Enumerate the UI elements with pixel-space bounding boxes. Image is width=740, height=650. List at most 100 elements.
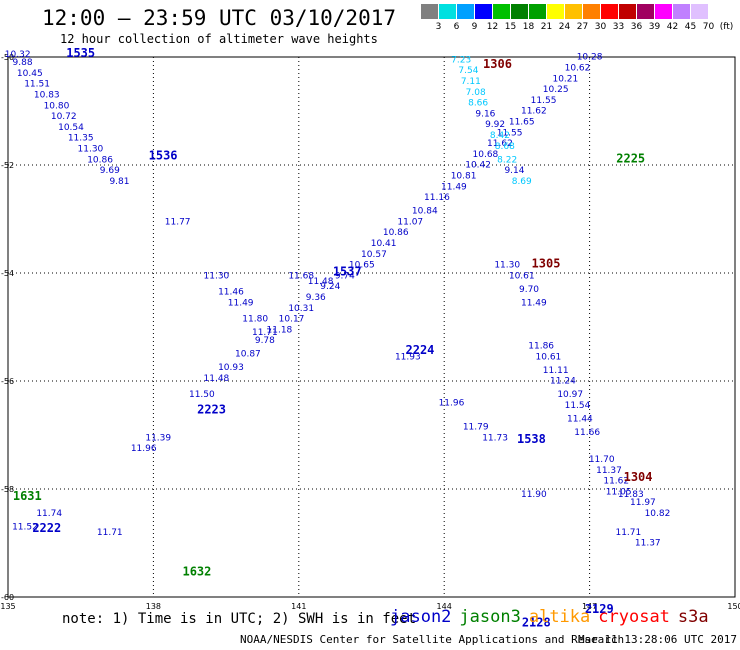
data-point-label: 11.49 xyxy=(441,182,467,192)
data-point-label: 11.96 xyxy=(131,444,157,454)
data-point-label: 11.83 xyxy=(618,490,644,500)
track-label: 1305 xyxy=(532,257,561,271)
data-point-label: 11.52 xyxy=(12,523,38,533)
legend-swatch xyxy=(601,4,618,19)
data-point-label: 11.48 xyxy=(204,374,230,384)
page-title: 12:00 – 23:59 UTC 03/10/2017 xyxy=(42,6,397,30)
credit-text: NOAA/NESDIS Center for Satellite Applica… xyxy=(240,633,625,646)
data-point-label: 10.32 xyxy=(5,50,31,60)
data-point-label: 11.80 xyxy=(242,315,268,325)
satellite-legend-jason3: jason3 xyxy=(459,607,521,627)
data-point-label: 11.62 xyxy=(603,477,629,487)
x-tick-label: 150 xyxy=(727,602,740,611)
y-tick-label: -52 xyxy=(1,161,14,170)
data-point-label: 10.86 xyxy=(87,155,113,165)
x-tick-label: 141 xyxy=(291,602,306,611)
track-label: 1535 xyxy=(66,46,95,60)
data-point-label: 11.30 xyxy=(204,271,230,281)
data-point-label: 9.78 xyxy=(255,336,275,346)
data-point-label: 11.73 xyxy=(482,433,508,443)
legend-label: 3 xyxy=(435,22,442,32)
data-point-label: 10.80 xyxy=(44,101,70,111)
x-tick-label: 135 xyxy=(0,602,15,611)
y-tick-label: -54 xyxy=(1,269,14,278)
data-point-label: 11.24 xyxy=(550,377,576,387)
data-point-label: 11.70 xyxy=(589,455,615,465)
data-point-label: 11.62 xyxy=(487,139,513,149)
data-point-label: 11.30 xyxy=(78,145,104,155)
data-point-label: 10.87 xyxy=(235,350,261,360)
data-point-label: 11.18 xyxy=(267,325,293,335)
data-point-label: 11.97 xyxy=(630,498,656,508)
data-point-label: 11.35 xyxy=(68,134,94,144)
data-point-label: 8.42 xyxy=(490,131,510,141)
data-point-label: 10.45 xyxy=(17,69,43,79)
legend-swatch xyxy=(511,4,528,19)
track-label: 1306 xyxy=(483,57,512,71)
legend-label: 21 xyxy=(540,22,553,32)
satellite-legend-cryosat: cryosat xyxy=(598,607,670,627)
track-label: 2128 xyxy=(522,616,551,630)
legend-swatch xyxy=(547,4,564,19)
legend-label: 18 xyxy=(522,22,535,32)
data-point-label: 11.66 xyxy=(574,428,600,438)
track-label: 2129 xyxy=(585,602,614,616)
data-point-label: 10.72 xyxy=(51,112,77,122)
legend-swatch xyxy=(457,4,474,19)
data-point-label: 8.68 xyxy=(495,142,515,152)
data-point-label: 11.77 xyxy=(165,217,191,227)
note-text: note: 1) Time is in UTC; 2) SWH is in fe… xyxy=(62,611,417,627)
data-point-label: 10.62 xyxy=(565,64,591,74)
legend-label: 30 xyxy=(594,22,607,32)
data-point-label: 10.61 xyxy=(509,271,535,281)
data-point-label: 11.74 xyxy=(36,509,62,519)
data-point-label: 10.86 xyxy=(383,228,409,238)
legend-swatch xyxy=(565,4,582,19)
satellite-legend-jason2: jason2 xyxy=(390,607,452,627)
x-tick-label: 138 xyxy=(146,602,161,611)
legend-swatch xyxy=(421,4,438,19)
data-point-label: 11.49 xyxy=(521,298,547,308)
data-point-label: 11.48 xyxy=(308,277,334,287)
data-point-label: 10.54 xyxy=(58,123,84,133)
data-point-label: 9.81 xyxy=(109,177,129,187)
data-point-label: 11.39 xyxy=(145,433,171,443)
data-point-label: 11.37 xyxy=(635,539,661,549)
timestamp-text: Mar 11 13:28:06 UTC 2017 xyxy=(578,633,737,646)
legend-label: 42 xyxy=(666,22,679,32)
track-label: 1632 xyxy=(182,564,211,578)
legend-label: 15 xyxy=(504,22,517,32)
data-point-label: 11.44 xyxy=(567,415,593,425)
legend-label: 45 xyxy=(684,22,697,32)
legend-label: (ft) xyxy=(719,22,734,32)
data-point-label: 11.71 xyxy=(97,528,123,538)
data-point-label: 10.42 xyxy=(465,161,491,171)
legend-label: 39 xyxy=(648,22,661,32)
data-point-label: 11.49 xyxy=(228,298,254,308)
data-point-label: 11.46 xyxy=(218,288,244,298)
data-point-label: 9.70 xyxy=(519,285,539,295)
data-point-label: 11.55 xyxy=(531,96,557,106)
data-point-label: 11.30 xyxy=(494,261,520,271)
data-point-label: 10.68 xyxy=(473,150,499,160)
data-point-label: 8.22 xyxy=(497,155,517,165)
track-label: 2224 xyxy=(406,343,435,357)
data-point-label: 7.08 xyxy=(466,88,486,98)
track-label: 1631 xyxy=(13,489,42,503)
track-label: 1537 xyxy=(333,265,362,279)
data-point-label: 10.82 xyxy=(645,509,671,519)
data-point-label: 11.71 xyxy=(252,328,278,338)
legend-label: 36 xyxy=(630,22,643,32)
data-point-label: 10.28 xyxy=(577,53,603,63)
page-subtitle: 12 hour collection of altimeter wave hei… xyxy=(60,32,378,46)
data-point-label: 9.74 xyxy=(335,271,355,281)
legend-swatch xyxy=(529,4,546,19)
y-tick-label: -60 xyxy=(1,593,14,602)
data-point-label: 10.31 xyxy=(288,304,314,314)
data-point-label: 11.65 xyxy=(509,118,535,128)
track-label: 1304 xyxy=(624,470,653,484)
track-label: 2222 xyxy=(32,521,61,535)
data-point-label: 11.11 xyxy=(543,366,569,376)
legend-swatch xyxy=(637,4,654,19)
